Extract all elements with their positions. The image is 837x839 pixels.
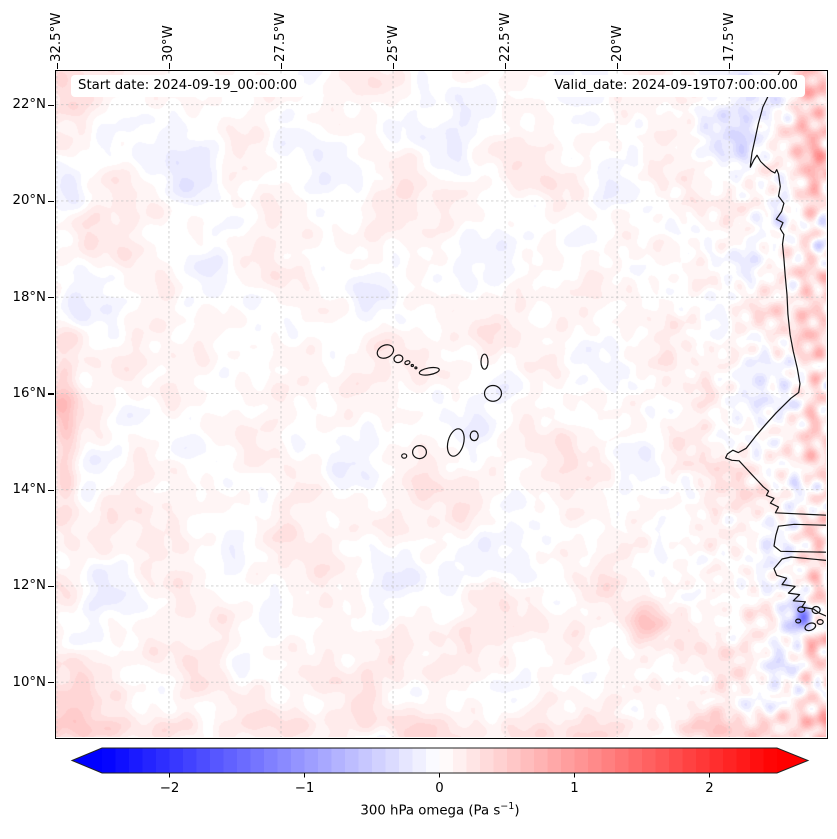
colorbar-segment: [561, 748, 575, 773]
x-tick-mark: [504, 63, 507, 69]
colorbar-segment: [264, 748, 278, 773]
colorbar-segment: [466, 748, 481, 773]
colorbar-segment: [345, 748, 359, 773]
x-tick-label: 27.5°W: [273, 12, 289, 62]
x-tick-label: 22.5°W: [497, 12, 513, 62]
y-tick-label: 12°N: [12, 578, 46, 594]
colorbar-segment: [237, 748, 251, 773]
x-tick-mark: [56, 63, 58, 69]
omega-field-canvas: [56, 71, 826, 737]
colorbar-segment: [453, 748, 467, 773]
colorbar-tick-label: 0: [435, 781, 443, 796]
colorbar-segment: [412, 748, 427, 773]
y-tick-label: 22°N: [12, 97, 46, 113]
colorbar-label-close: ): [514, 803, 520, 819]
colorbar-segment: [682, 748, 697, 773]
valid-date-annotation: Valid_date: 2024-09-19T07:00:00.00: [547, 75, 805, 97]
colorbar-segment: [426, 748, 440, 773]
colorbar-segment: [493, 748, 508, 773]
colorbar-segment: [318, 748, 332, 773]
y-tick-label: 20°N: [12, 193, 46, 209]
y-tick-label: 10°N: [12, 674, 46, 690]
colorbar-segment: [183, 748, 197, 773]
colorbar-segment: [385, 748, 400, 773]
colorbar-segment: [399, 748, 413, 773]
colorbar-label-text: 300 hPa omega (Pa s: [360, 803, 501, 819]
colorbar-segment: [601, 748, 616, 773]
colorbar-segment: [480, 748, 494, 773]
colorbar-segment: [628, 748, 643, 773]
colorbar-segment: [763, 748, 778, 773]
colorbar-segment: [588, 748, 602, 773]
colorbar-segment: [331, 748, 346, 773]
colorbar-segment: [615, 748, 629, 773]
colorbar-segment: [304, 748, 319, 773]
colorbar-label-exponent: −1: [500, 801, 515, 812]
x-tick-label: 30°W: [161, 25, 177, 62]
colorbar-segment: [156, 748, 170, 773]
y-tick-mark: [48, 682, 54, 684]
y-tick-mark: [48, 393, 54, 395]
colorbar-segment: [277, 748, 292, 773]
colorbar-segment: [250, 748, 265, 773]
colorbar-over-arrow: [777, 748, 808, 773]
x-tick-label: 17.5°W: [721, 12, 737, 62]
colorbar-segment: [129, 748, 143, 773]
colorbar-segment: [709, 748, 724, 773]
colorbar-outline: [70, 747, 810, 774]
colorbar-segment: [372, 748, 386, 773]
y-tick-mark: [48, 489, 54, 491]
colorbar-segment: [520, 748, 535, 773]
colorbar-segment: [642, 748, 656, 773]
colorbar-segment: [534, 748, 548, 773]
colorbar-segment: [669, 748, 683, 773]
colorbar-segment: [750, 748, 764, 773]
colorbar-segment: [655, 748, 670, 773]
y-tick-label: 16°N: [12, 385, 46, 401]
colorbar-segment: [358, 748, 373, 773]
colorbar-segment: [210, 748, 224, 773]
colorbar-segment: [115, 748, 130, 773]
colorbar-segment: [696, 748, 710, 773]
colorbar-segment: [507, 748, 521, 773]
colorbar-under-arrow: [72, 748, 102, 773]
colorbar-segment: [196, 748, 211, 773]
y-tick-mark: [48, 200, 54, 202]
y-tick-label: 14°N: [12, 482, 46, 498]
start-date-annotation: Start date: 2024-09-19_00:00:00: [71, 75, 305, 97]
colorbar-segment: [291, 748, 305, 773]
colorbar-segment: [223, 748, 238, 773]
x-tick-label: 25°W: [385, 25, 401, 62]
colorbar-tick-label: −1: [295, 781, 315, 796]
colorbar-segment: [142, 748, 157, 773]
colorbar-tick-label: −2: [160, 781, 180, 796]
x-tick-mark: [617, 63, 619, 69]
x-tick-mark: [392, 63, 395, 69]
x-tick-mark: [280, 63, 283, 69]
y-tick-label: 18°N: [12, 289, 46, 305]
x-tick-mark: [168, 63, 171, 69]
colorbar-segment: [439, 748, 454, 773]
colorbar-tick-label: 1: [570, 781, 578, 796]
colorbar: −2 −1 0 1 2: [70, 747, 810, 796]
map-plot-area: Start date: 2024-09-19_00:00:00 Valid_da…: [55, 70, 828, 739]
colorbar-segment: [169, 748, 184, 773]
colorbar-segment: [574, 748, 589, 773]
y-tick-mark: [48, 104, 54, 106]
x-tick-label: 32.5°W: [49, 12, 65, 62]
y-tick-mark: [48, 297, 54, 299]
colorbar-label: 300 hPa omega (Pa s−1): [360, 801, 519, 818]
colorbar-tick-label: 2: [705, 781, 713, 796]
colorbar-segment: [723, 748, 737, 773]
x-tick-label: 20°W: [609, 25, 625, 62]
y-tick-mark: [48, 585, 54, 587]
colorbar-segment: [736, 748, 751, 773]
x-tick-mark: [729, 63, 731, 69]
colorbar-segment: [102, 748, 116, 773]
colorbar-segment: [547, 748, 562, 773]
